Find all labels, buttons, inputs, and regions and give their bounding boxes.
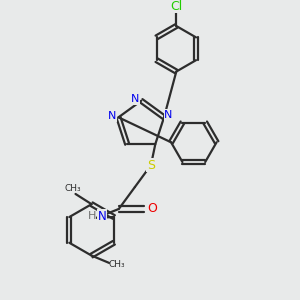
Text: CH₃: CH₃ (65, 184, 82, 193)
Text: N: N (98, 210, 106, 223)
Text: N: N (164, 110, 172, 120)
Text: S: S (147, 159, 155, 172)
Text: H: H (87, 211, 96, 221)
Text: N: N (130, 94, 139, 104)
Text: N: N (108, 111, 116, 121)
Text: CH₃: CH₃ (109, 260, 126, 269)
Text: Cl: Cl (170, 0, 182, 13)
Text: O: O (147, 202, 157, 215)
